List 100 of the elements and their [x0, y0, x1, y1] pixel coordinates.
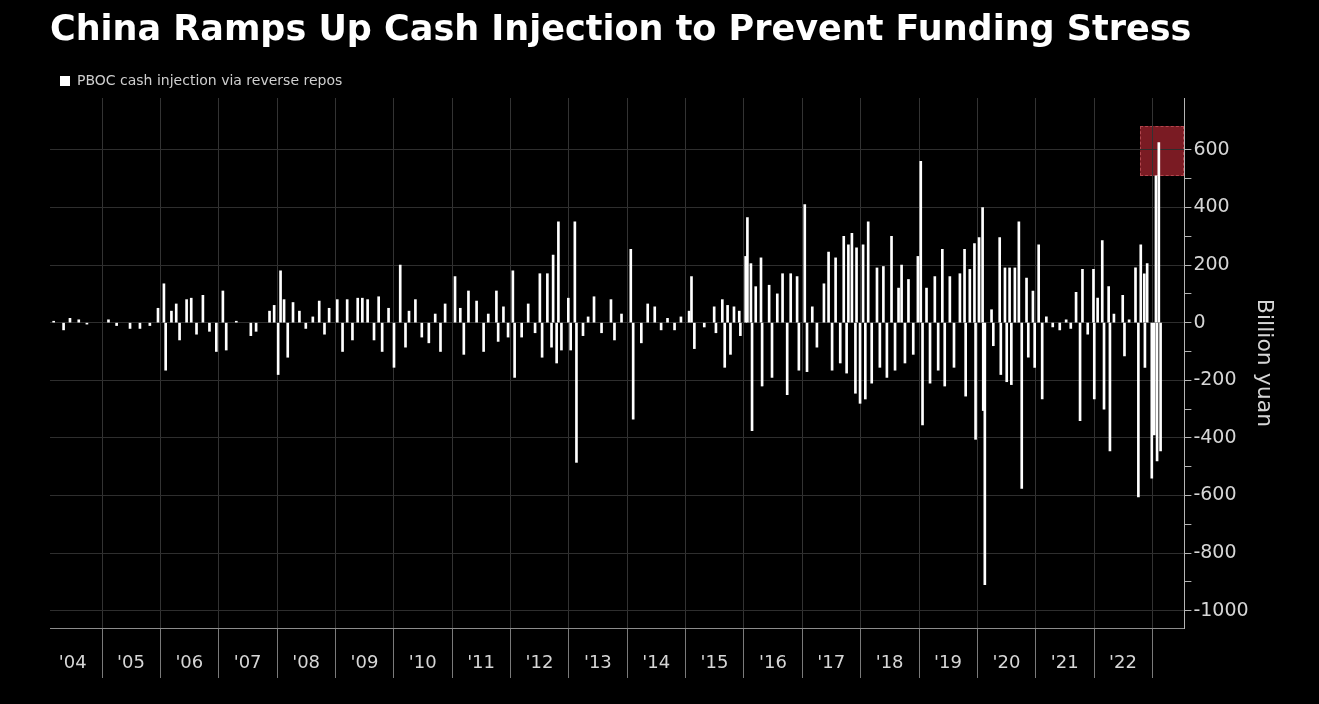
- bar: [279, 270, 282, 323]
- bar: [911, 322, 915, 355]
- bar: [486, 313, 490, 323]
- bar: [810, 306, 814, 323]
- bar: [1134, 267, 1137, 323]
- x-tick-label: '18: [875, 650, 904, 672]
- bar: [377, 296, 380, 323]
- bar: [224, 322, 228, 351]
- bar: [746, 217, 749, 323]
- x-tick-label: '09: [350, 650, 379, 672]
- bar: [427, 322, 431, 344]
- y-tick-label: -400: [1193, 424, 1237, 447]
- bar: [639, 322, 643, 344]
- bar: [107, 319, 110, 323]
- y-tick-label: -800: [1193, 540, 1237, 563]
- x-tick-label: '11: [467, 650, 495, 672]
- bar: [933, 276, 937, 323]
- bar: [341, 322, 344, 352]
- bar: [702, 322, 706, 328]
- bar: [414, 299, 417, 323]
- bar: [666, 318, 669, 323]
- bar: [834, 257, 837, 323]
- bar: [560, 322, 563, 351]
- bar: [189, 297, 193, 323]
- bar: [620, 313, 623, 323]
- bar: [475, 300, 478, 323]
- bar: [458, 307, 462, 323]
- y-axis-title: Billion yuan: [1253, 298, 1279, 428]
- bar: [304, 322, 308, 329]
- bar: [1045, 316, 1048, 323]
- bar: [631, 322, 635, 420]
- bar: [1064, 319, 1068, 323]
- bar: [433, 313, 437, 323]
- y-tick-label: 400: [1193, 194, 1230, 217]
- bar: [298, 310, 301, 323]
- bar: [115, 322, 118, 326]
- bar: [208, 322, 211, 332]
- bar: [1020, 322, 1024, 489]
- bar: [185, 299, 188, 323]
- bar: [925, 287, 928, 323]
- chart-title: China Ramps Up Cash Injection to Prevent Funding Stress: [50, 8, 1192, 49]
- bar: [335, 299, 339, 323]
- bar: [462, 322, 466, 355]
- x-tick-label: '22: [1109, 650, 1137, 672]
- bar: [729, 322, 732, 355]
- bar: [170, 310, 173, 323]
- bar: [693, 322, 696, 349]
- x-tick-label: '14: [642, 650, 671, 672]
- bar: [827, 251, 830, 323]
- bar: [882, 266, 885, 323]
- bar: [789, 273, 793, 323]
- bar: [439, 322, 442, 352]
- y-tick-label: -600: [1193, 482, 1237, 505]
- bar: [863, 322, 867, 400]
- bar: [404, 322, 407, 348]
- bar: [785, 322, 789, 396]
- bar: [1127, 319, 1131, 323]
- bar: [526, 303, 530, 323]
- x-tick-label: '06: [175, 650, 204, 672]
- bar: [936, 322, 940, 371]
- bar: [1058, 322, 1062, 331]
- bar: [317, 300, 321, 323]
- bar: [214, 322, 218, 352]
- x-tick-label: '08: [292, 650, 321, 672]
- bar: [467, 290, 470, 323]
- x-tick-label: '12: [525, 650, 554, 672]
- bar: [890, 235, 893, 323]
- x-tick-label: '04: [58, 650, 87, 672]
- bar: [268, 310, 271, 323]
- bar: [286, 322, 290, 358]
- bar: [323, 322, 326, 335]
- bar: [345, 299, 349, 323]
- bar: [1040, 322, 1044, 400]
- bar: [775, 293, 779, 323]
- bar: [1037, 244, 1041, 323]
- bar: [387, 307, 390, 323]
- bar: [1081, 269, 1084, 323]
- bar: [629, 248, 633, 323]
- x-tick-label: '07: [233, 650, 262, 672]
- bar: [781, 273, 784, 323]
- bar: [195, 322, 198, 335]
- bar: [1150, 322, 1154, 479]
- bar: [546, 273, 549, 323]
- x-tick-label: '13: [583, 650, 612, 672]
- bar: [673, 322, 676, 331]
- x-tick-label: '19: [934, 650, 962, 672]
- x-tick-label: '10: [408, 650, 437, 672]
- y-tick-label: -200: [1193, 367, 1237, 390]
- bar: [870, 322, 874, 384]
- x-tick-label: '05: [117, 650, 145, 672]
- bar: [968, 269, 972, 323]
- bar: [311, 316, 315, 323]
- x-tick-label: '16: [759, 650, 787, 672]
- bar: [613, 322, 616, 341]
- bar: [653, 306, 657, 323]
- bar: [690, 276, 693, 323]
- bar: [754, 286, 758, 323]
- bar: [178, 322, 181, 341]
- bar: [62, 322, 65, 331]
- x-tick-label: '20: [992, 650, 1021, 672]
